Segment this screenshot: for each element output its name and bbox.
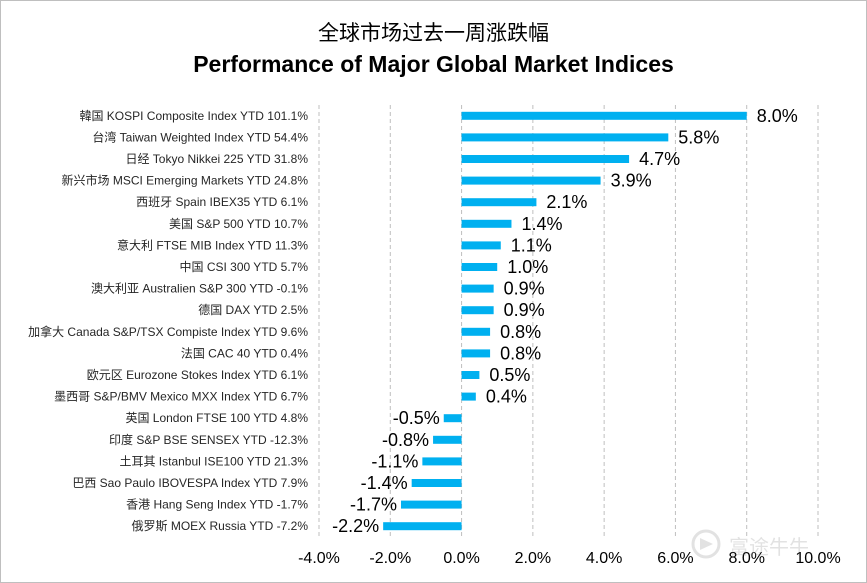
category-label: 土耳其 Istanbul ISE100 YTD 21.3% <box>119 454 308 468</box>
category-label: 加拿大 Canada S&P/TSX Compiste Index YTD 9.… <box>28 324 308 339</box>
category-label: 美国 S&P 500 YTD 10.7% <box>169 217 308 231</box>
category-label: 巴西 Sao Paulo IBOVESPA Index YTD 7.9% <box>72 476 308 490</box>
category-label: 欧元区 Eurozone Stokes Index YTD 6.1% <box>87 368 309 382</box>
x-tick-label: 0.0% <box>443 550 479 567</box>
data-label: 1.1% <box>511 235 552 255</box>
chart-title: 全球市场过去一周涨跌幅 <box>318 21 549 45</box>
bar <box>461 306 494 315</box>
category-label: 中国 CSI 300 YTD 5.7% <box>180 259 309 274</box>
category-label: 意大利 FTSE MIB Index YTD 11.3% <box>117 237 308 252</box>
data-label: 0.8% <box>500 322 541 342</box>
bar <box>461 133 669 142</box>
x-tick-label: 6.0% <box>657 550 693 567</box>
bar <box>443 414 462 423</box>
data-label: 0.9% <box>504 300 545 320</box>
data-label: -1.4% <box>361 473 408 493</box>
data-label: 0.5% <box>489 365 530 385</box>
data-label: 0.4% <box>486 387 527 407</box>
bar <box>461 263 498 271</box>
bar <box>461 327 491 336</box>
x-tick-label: 10.0% <box>795 550 840 567</box>
data-label: -1.1% <box>371 451 418 471</box>
category-label: 印度 S&P BSE SENSEX YTD -12.3% <box>109 432 308 447</box>
bar <box>461 111 747 120</box>
bar <box>461 176 601 185</box>
category-label: 香港 Hang Seng Index YTD -1.7% <box>126 498 308 512</box>
bar <box>433 435 462 444</box>
category-label: 日经 Tokyo Nikkei 225 YTD 31.8% <box>125 152 308 166</box>
bar <box>461 349 491 358</box>
bar <box>461 155 630 163</box>
category-label: 法国 CAC 40 YTD 0.4% <box>181 346 308 360</box>
category-label: 台湾 Taiwan Weighted Index YTD 54.4% <box>92 129 308 144</box>
bar <box>383 522 462 531</box>
data-label: 1.0% <box>507 257 548 277</box>
bar <box>461 219 512 228</box>
data-label: 1.4% <box>521 214 562 234</box>
x-tick-label: 2.0% <box>515 550 551 567</box>
bar <box>411 479 462 487</box>
bar <box>461 241 501 250</box>
category-label: 新兴市场 MSCI Emerging Markets YTD 24.8% <box>61 173 308 188</box>
data-label: 5.8% <box>678 127 719 147</box>
data-label: -1.7% <box>350 495 397 515</box>
data-label: 4.7% <box>639 149 680 169</box>
data-label: 0.8% <box>500 343 541 363</box>
data-label: 0.9% <box>504 279 545 299</box>
data-label: 8.0% <box>757 106 798 126</box>
bar <box>422 457 462 466</box>
category-label: 俄罗斯 MOEX Russia YTD -7.2% <box>132 519 309 533</box>
x-tick-label: -2.0% <box>369 550 411 567</box>
watermark-text: 富途牛牛 <box>729 535 809 559</box>
data-label: -0.8% <box>382 430 429 450</box>
data-label: -2.2% <box>332 516 379 536</box>
chart-subtitle: Performance of Major Global Market Indic… <box>193 51 674 77</box>
category-label: 澳大利亚 Australien S&P 300 YTD -0.1% <box>91 282 308 296</box>
data-label: 2.1% <box>546 192 587 212</box>
category-label: 墨西哥 S&P/BMV Mexico MXX Index YTD 6.7% <box>54 390 308 404</box>
watermark: 富途牛牛 <box>691 529 851 559</box>
bar <box>461 392 476 401</box>
category-label: 英国 London FTSE 100 YTD 4.8% <box>125 411 308 425</box>
bar <box>400 500 462 509</box>
futu-logo-icon <box>691 529 721 559</box>
data-label: 3.9% <box>611 171 652 191</box>
x-tick-label: -4.0% <box>298 550 340 567</box>
bar <box>461 284 494 293</box>
x-tick-label: 8.0% <box>728 550 764 567</box>
category-label: 西班牙 Spain IBEX35 YTD 6.1% <box>136 195 308 209</box>
category-label: 韓国 KOSPI Composite Index YTD 101.1% <box>79 109 308 123</box>
bar <box>461 198 537 207</box>
x-tick-label: 4.0% <box>586 550 622 567</box>
bar <box>461 371 480 379</box>
data-label: -0.5% <box>393 408 440 428</box>
category-label: 德国 DAX YTD 2.5% <box>198 302 308 317</box>
